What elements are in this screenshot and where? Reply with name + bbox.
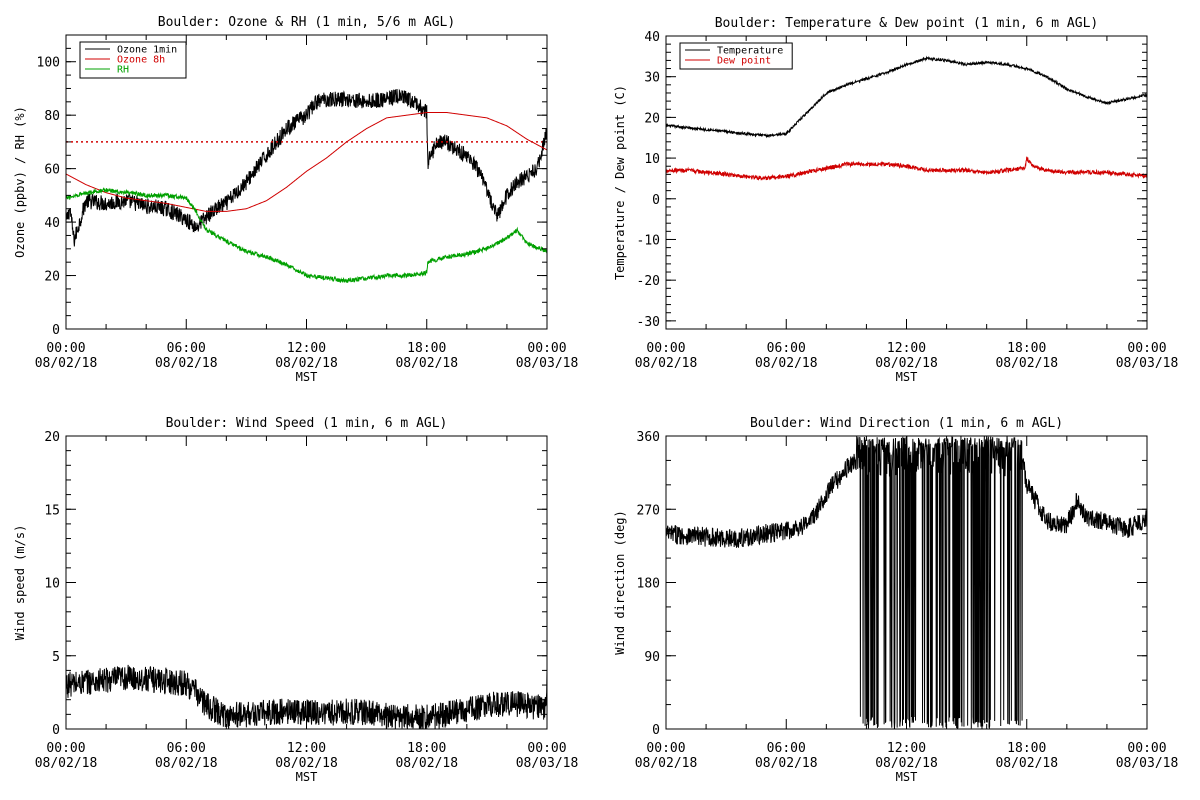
x-tick-date: 08/02/18 bbox=[395, 356, 458, 371]
x-tick-date: 08/02/18 bbox=[395, 756, 458, 771]
legend-box bbox=[79, 41, 187, 79]
y-axis-label: Ozone (ppbv) / RH (%) bbox=[13, 106, 27, 258]
y-axis-label: Wind speed (m/s) bbox=[13, 525, 27, 641]
x-tick-time: 00:00 bbox=[527, 341, 566, 356]
x-tick-time: 12:00 bbox=[887, 741, 926, 756]
x-tick-time: 00:00 bbox=[1127, 741, 1166, 756]
y-tick-label: 15 bbox=[44, 503, 60, 518]
chart-panel-4: Boulder: Wind Direction (1 min, 6 m AGL)… bbox=[613, 416, 1178, 784]
x-tick-date: 08/03/18 bbox=[1116, 756, 1179, 771]
y-tick-label: 20 bbox=[44, 430, 60, 445]
x-axis-label: MST bbox=[296, 770, 318, 784]
x-tick-time: 00:00 bbox=[527, 741, 566, 756]
y-tick-label: -30 bbox=[637, 315, 660, 330]
x-tick-time: 06:00 bbox=[167, 741, 206, 756]
x-tick-date: 08/03/18 bbox=[1116, 356, 1179, 371]
x-tick-date: 08/03/18 bbox=[516, 356, 579, 371]
y-tick-label: -10 bbox=[637, 233, 660, 248]
x-tick-time: 18:00 bbox=[407, 741, 446, 756]
x-tick-time: 18:00 bbox=[407, 341, 446, 356]
legend-label: Ozone 1min bbox=[117, 45, 177, 56]
series-line-temperature bbox=[666, 55, 1147, 139]
x-tick-time: 06:00 bbox=[767, 341, 806, 356]
x-tick-date: 08/02/18 bbox=[995, 356, 1058, 371]
y-tick-label: 0 bbox=[52, 323, 60, 338]
legend-box bbox=[679, 42, 793, 70]
x-axis-label: MST bbox=[296, 370, 318, 384]
chart-title: Boulder: Temperature & Dew point (1 min,… bbox=[715, 16, 1099, 31]
legend-label: Dew point bbox=[717, 56, 771, 67]
x-tick-date: 08/02/18 bbox=[635, 356, 698, 371]
y-tick-label: 360 bbox=[637, 430, 660, 445]
y-axis-label: Wind direction (deg) bbox=[613, 510, 627, 655]
y-tick-label: 100 bbox=[37, 56, 60, 71]
x-axis-label: MST bbox=[896, 770, 918, 784]
chart-title: Boulder: Wind Speed (1 min, 6 m AGL) bbox=[166, 416, 448, 431]
x-tick-date: 08/02/18 bbox=[35, 756, 98, 771]
series-line-ozone-8h bbox=[66, 112, 547, 212]
chart-panel-2: Boulder: Temperature & Dew point (1 min,… bbox=[613, 16, 1178, 384]
x-tick-time: 18:00 bbox=[1007, 341, 1046, 356]
x-tick-date: 08/02/18 bbox=[755, 756, 818, 771]
y-tick-label: 30 bbox=[644, 71, 660, 86]
y-tick-label: 10 bbox=[44, 577, 60, 592]
y-tick-label: 10 bbox=[644, 152, 660, 167]
x-tick-date: 08/02/18 bbox=[155, 356, 218, 371]
y-tick-label: 40 bbox=[44, 216, 60, 231]
legend-label: Temperature bbox=[717, 46, 783, 57]
plot-frame bbox=[665, 35, 1148, 330]
x-tick-date: 08/02/18 bbox=[875, 356, 938, 371]
legend-label: Ozone 8h bbox=[117, 55, 165, 66]
x-tick-time: 06:00 bbox=[167, 341, 206, 356]
x-tick-time: 00:00 bbox=[646, 741, 685, 756]
series-line-rh bbox=[66, 187, 547, 284]
chart-panel-3: Boulder: Wind Speed (1 min, 6 m AGL) 0 5 10… bbox=[13, 416, 578, 784]
x-axis-label: MST bbox=[896, 370, 918, 384]
x-tick-date: 08/02/18 bbox=[755, 356, 818, 371]
y-tick-label: 40 bbox=[644, 30, 660, 45]
y-axis-label: Temperature / Dew point (C) bbox=[613, 85, 627, 280]
x-tick-date: 08/02/18 bbox=[635, 756, 698, 771]
chart-panel-1: Boulder: Ozone & RH (1 min, 5/6 m AGL) 0 2… bbox=[13, 15, 578, 384]
series-line-1 bbox=[666, 436, 1147, 729]
y-tick-label: 60 bbox=[44, 163, 60, 178]
y-tick-label: -20 bbox=[637, 274, 660, 289]
x-tick-time: 12:00 bbox=[287, 741, 326, 756]
y-tick-label: 0 bbox=[52, 723, 60, 738]
x-tick-time: 00:00 bbox=[46, 341, 85, 356]
y-tick-label: 180 bbox=[637, 577, 660, 592]
y-tick-label: 5 bbox=[52, 650, 60, 665]
x-tick-time: 00:00 bbox=[46, 741, 85, 756]
y-tick-label: 20 bbox=[44, 270, 60, 285]
chart-title: Boulder: Wind Direction (1 min, 6 m AGL) bbox=[750, 416, 1063, 431]
x-tick-date: 08/03/18 bbox=[516, 756, 579, 771]
x-tick-date: 08/02/18 bbox=[995, 756, 1058, 771]
y-tick-label: 0 bbox=[652, 193, 660, 208]
y-tick-label: 90 bbox=[644, 650, 660, 665]
x-tick-date: 08/02/18 bbox=[155, 756, 218, 771]
series-line-ozone-1min bbox=[66, 88, 547, 247]
x-tick-time: 12:00 bbox=[287, 341, 326, 356]
y-tick-label: 80 bbox=[44, 109, 60, 124]
x-tick-time: 18:00 bbox=[1007, 741, 1046, 756]
plot-frame bbox=[65, 34, 548, 330]
x-tick-time: 00:00 bbox=[646, 341, 685, 356]
x-tick-time: 12:00 bbox=[887, 341, 926, 356]
x-tick-date: 08/02/18 bbox=[275, 356, 338, 371]
x-tick-date: 08/02/18 bbox=[275, 756, 338, 771]
x-tick-time: 06:00 bbox=[767, 741, 806, 756]
y-tick-label: 0 bbox=[652, 723, 660, 738]
chart-title: Boulder: Ozone & RH (1 min, 5/6 m AGL) bbox=[158, 15, 455, 30]
x-tick-time: 00:00 bbox=[1127, 341, 1166, 356]
x-tick-date: 08/02/18 bbox=[875, 756, 938, 771]
legend-label: RH bbox=[117, 65, 129, 76]
x-tick-date: 08/02/18 bbox=[35, 356, 98, 371]
y-tick-label: 270 bbox=[637, 503, 660, 518]
series-line-dew-point bbox=[666, 156, 1147, 181]
y-tick-label: 20 bbox=[644, 111, 660, 126]
